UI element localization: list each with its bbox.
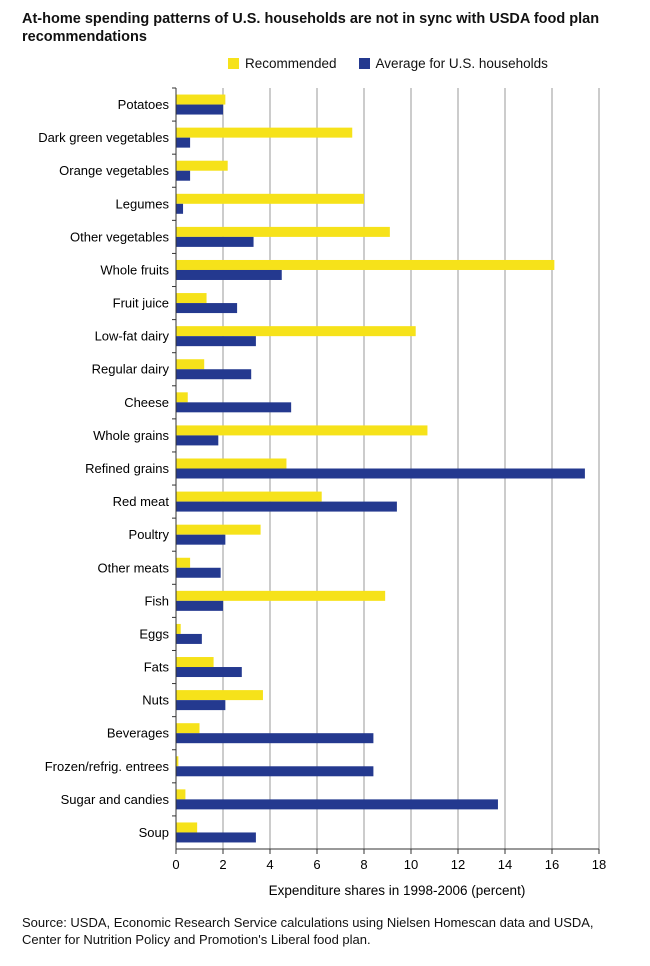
- category-label: Fish: [144, 593, 169, 608]
- bar-recommended: [176, 524, 261, 535]
- bar-recommended: [176, 160, 228, 171]
- bar-recommended: [176, 756, 179, 767]
- x-axis: 0 2 4 6 8 10 12 14 16 18: [172, 88, 606, 872]
- legend-item-recommended: Recommended: [228, 56, 337, 71]
- chart-title: At-home spending patterns of U.S. househ…: [22, 11, 600, 45]
- bar-recommended: [176, 193, 364, 204]
- bar-recommended: [176, 293, 207, 304]
- bar-average: [176, 435, 219, 446]
- category-label: Whole fruits: [100, 262, 169, 277]
- bar-average: [176, 369, 252, 380]
- bar-average: [176, 104, 223, 115]
- legend-swatch-recommended: [228, 57, 239, 69]
- legend-item-average: Average for U.S. households: [358, 55, 548, 71]
- category-label: Regular dairy: [92, 362, 170, 377]
- legend-label-recommended: Recommended: [245, 55, 337, 71]
- category-label: Dark green vegetables: [38, 130, 169, 145]
- x-tick-label: 4: [266, 857, 273, 872]
- bar-average: [176, 336, 256, 347]
- bar-average: [176, 633, 202, 644]
- bar-recommended: [176, 690, 263, 701]
- category-label: Orange vegetables: [59, 163, 169, 178]
- bar-average: [176, 402, 292, 413]
- category-label: Nuts: [142, 693, 169, 708]
- bar-average: [176, 832, 256, 843]
- category-label: Sugar and candies: [61, 792, 170, 807]
- x-tick-label: 14: [498, 857, 512, 872]
- bar-average: [176, 600, 223, 611]
- category-label: Low-fat dairy: [95, 329, 170, 344]
- bar-average: [176, 303, 238, 314]
- bar-recommended: [176, 657, 214, 668]
- bar-recommended: [176, 623, 181, 634]
- x-tick-label: 0: [172, 857, 179, 872]
- bar-average: [176, 700, 226, 711]
- x-tick-label: 16: [545, 857, 559, 872]
- bar-recommended: [176, 326, 416, 337]
- bar-recommended: [176, 491, 322, 502]
- bar-average: [176, 733, 374, 744]
- x-tick-label: 6: [313, 857, 320, 872]
- category-label: Eggs: [139, 626, 169, 641]
- bar-chart: Potatoes Dark green vegetables Orange vege…: [38, 87, 606, 898]
- bar-recommended: [176, 392, 188, 403]
- legend: Recommended Average for U.S. households: [228, 54, 570, 72]
- bar-average: [176, 501, 397, 512]
- category-label: Cheese: [124, 395, 169, 410]
- category-label: Fats: [144, 660, 170, 675]
- bar-average: [176, 667, 242, 678]
- category-label: Whole grains: [93, 428, 169, 443]
- bar-recommended: [176, 359, 205, 370]
- bar-average: [176, 567, 221, 578]
- category-label: Legumes: [116, 196, 170, 211]
- x-tick-label: 18: [592, 857, 606, 872]
- category-label: Fruit juice: [113, 296, 169, 311]
- bar-recommended: [176, 226, 390, 237]
- category-label: Refined grains: [85, 461, 169, 476]
- bar-recommended: [176, 94, 226, 105]
- category-labels: Potatoes Dark green vegetables Orange vege…: [38, 87, 176, 840]
- x-axis-label: Expenditure shares in 1998-2006 (percent…: [269, 883, 526, 898]
- bar-recommended: [176, 127, 353, 138]
- category-label: Beverages: [107, 726, 170, 741]
- x-tick-label: 2: [219, 857, 226, 872]
- bar-recommended: [176, 789, 186, 800]
- bar-recommended: [176, 458, 287, 469]
- bar-recommended: [176, 590, 386, 601]
- category-label: Other meats: [97, 560, 169, 575]
- x-tick-label: 8: [360, 857, 367, 872]
- category-label: Potatoes: [118, 97, 170, 112]
- bar-recommended: [176, 259, 555, 270]
- legend-swatch-average: [358, 57, 370, 69]
- category-label: Frozen/refrig. entrees: [45, 759, 170, 774]
- bar-average: [176, 468, 585, 479]
- x-tick-label: 12: [451, 857, 465, 872]
- bar-average: [176, 534, 226, 545]
- legend-label-average: Average for U.S. households: [375, 55, 548, 71]
- bar-average: [176, 203, 184, 214]
- bar-average: [176, 269, 282, 280]
- bar-recommended: [176, 557, 191, 568]
- bar-average: [176, 799, 498, 810]
- bar-average: [176, 766, 374, 777]
- bars: [176, 94, 585, 843]
- bar-average: [176, 170, 191, 181]
- source-note: Source: USDA, Economic Research Service …: [22, 915, 594, 947]
- bar-average: [176, 236, 254, 247]
- bar-recommended: [176, 723, 200, 734]
- bar-recommended: [176, 822, 198, 833]
- bar-recommended: [176, 425, 428, 436]
- category-label: Other vegetables: [70, 229, 170, 244]
- bar-average: [176, 137, 191, 148]
- x-tick-label: 10: [404, 857, 418, 872]
- category-label: Red meat: [113, 494, 170, 509]
- category-label: Poultry: [129, 527, 170, 542]
- category-label: Soup: [139, 825, 169, 840]
